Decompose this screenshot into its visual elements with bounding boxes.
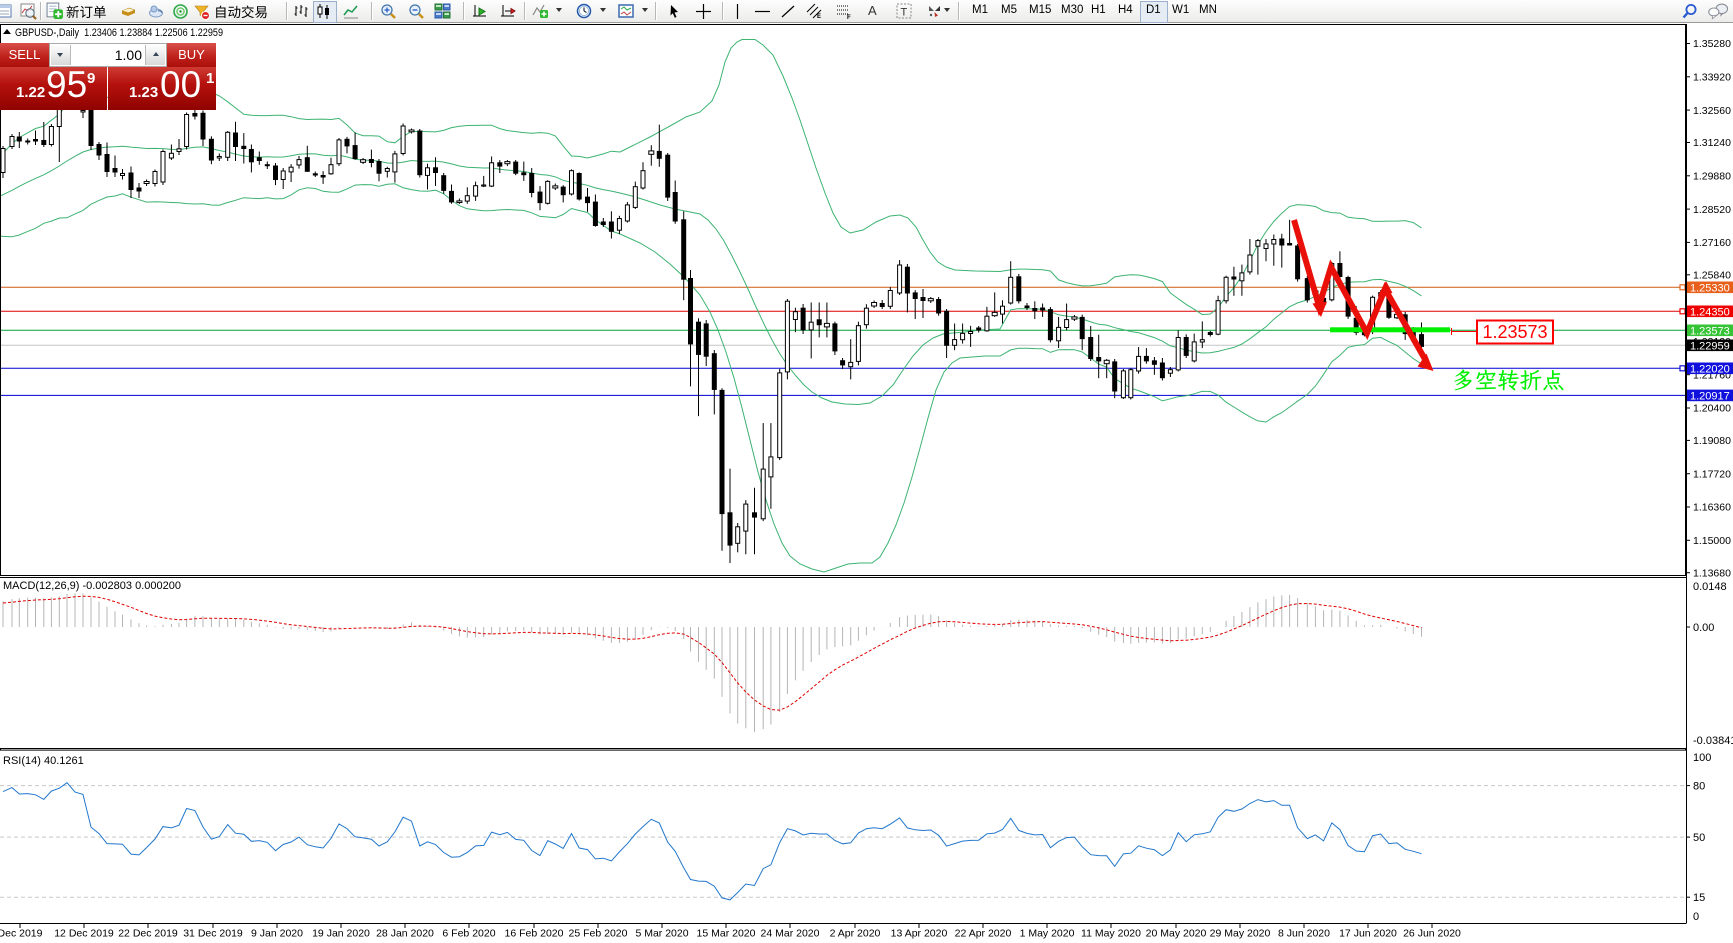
svg-text:1.13680: 1.13680 <box>1693 567 1731 579</box>
svg-text:25 Feb 2020: 25 Feb 2020 <box>569 928 628 940</box>
svg-text:1.32560: 1.32560 <box>1693 105 1731 117</box>
svg-text:13 Apr 2020: 13 Apr 2020 <box>891 928 948 940</box>
svg-text:22 Apr 2020: 22 Apr 2020 <box>955 928 1012 940</box>
svg-text:22 Dec 2019: 22 Dec 2019 <box>118 928 178 940</box>
svg-text:1.20917: 1.20917 <box>1690 390 1730 402</box>
svg-text:F: F <box>847 15 851 20</box>
svg-text:11 May 2020: 11 May 2020 <box>1081 928 1141 940</box>
svg-text:12 Dec 2019: 12 Dec 2019 <box>54 928 114 940</box>
svg-text:26 Jun 2020: 26 Jun 2020 <box>1403 928 1461 940</box>
svg-text:1.25840: 1.25840 <box>1693 270 1731 282</box>
svg-text:17 Jun 2020: 17 Jun 2020 <box>1339 928 1397 940</box>
svg-text:1.27160: 1.27160 <box>1693 237 1731 249</box>
svg-text:31 Dec 2019: 31 Dec 2019 <box>183 928 243 940</box>
svg-text:1.17720: 1.17720 <box>1693 468 1731 480</box>
svg-text:MACD(12,26,9) -0.002803 0.0002: MACD(12,26,9) -0.002803 0.000200 <box>3 580 181 592</box>
svg-text:-0.038415: -0.038415 <box>1693 735 1733 747</box>
svg-text:1 May 2020: 1 May 2020 <box>1020 928 1075 940</box>
svg-text:50: 50 <box>1693 832 1705 844</box>
svg-text:1.22959: 1.22959 <box>1690 340 1730 352</box>
svg-text:20 May 2020: 20 May 2020 <box>1146 928 1207 940</box>
svg-text:1.24350: 1.24350 <box>1690 306 1730 318</box>
svg-text:1.23573: 1.23573 <box>1690 325 1730 337</box>
svg-text:15 Mar 2020: 15 Mar 2020 <box>697 928 756 940</box>
svg-text:100: 100 <box>1693 752 1711 764</box>
svg-text:E: E <box>817 14 821 20</box>
svg-text:1.33920: 1.33920 <box>1693 72 1731 84</box>
svg-text:9 Jan 2020: 9 Jan 2020 <box>251 928 303 940</box>
svg-text:8 Jun 2020: 8 Jun 2020 <box>1278 928 1330 940</box>
svg-text:GBPUSD-,Daily 1.23406 1.23884: GBPUSD-,Daily 1.23406 1.23884 1.22506 1.… <box>15 27 223 39</box>
svg-text:2 Apr 2020: 2 Apr 2020 <box>830 928 881 940</box>
svg-text:29 May 2020: 29 May 2020 <box>1210 928 1271 940</box>
svg-text:1.16360: 1.16360 <box>1693 502 1731 514</box>
svg-text:1.15000: 1.15000 <box>1693 535 1731 547</box>
svg-text:1.19080: 1.19080 <box>1693 435 1731 447</box>
svg-text:6 Feb 2020: 6 Feb 2020 <box>442 928 495 940</box>
svg-text:1.35280: 1.35280 <box>1693 38 1731 50</box>
svg-text:16 Feb 2020: 16 Feb 2020 <box>505 928 564 940</box>
svg-text:1.25330: 1.25330 <box>1690 282 1730 294</box>
svg-text:0.0148: 0.0148 <box>1693 581 1727 593</box>
svg-text:28 Jan 2020: 28 Jan 2020 <box>376 928 434 940</box>
svg-text:T: T <box>901 7 908 19</box>
svg-text:5 Mar 2020: 5 Mar 2020 <box>635 928 688 940</box>
svg-text:1.23573: 1.23573 <box>1482 322 1547 342</box>
svg-text:80: 80 <box>1693 781 1705 793</box>
svg-text:1.28520: 1.28520 <box>1693 204 1731 216</box>
svg-text:1.31240: 1.31240 <box>1693 137 1731 149</box>
svg-text:0: 0 <box>1693 911 1699 923</box>
svg-text:24 Mar 2020: 24 Mar 2020 <box>761 928 820 940</box>
svg-text:1.29880: 1.29880 <box>1693 171 1731 183</box>
svg-text:19 Jan 2020: 19 Jan 2020 <box>312 928 370 940</box>
svg-text:Dec 2019: Dec 2019 <box>0 928 43 940</box>
svg-text:15: 15 <box>1693 892 1705 904</box>
svg-text:1.20400: 1.20400 <box>1693 403 1731 415</box>
svg-text:1.22020: 1.22020 <box>1690 363 1730 375</box>
svg-text:0.00: 0.00 <box>1693 622 1714 634</box>
svg-text:RSI(14) 40.1261: RSI(14) 40.1261 <box>3 755 84 767</box>
